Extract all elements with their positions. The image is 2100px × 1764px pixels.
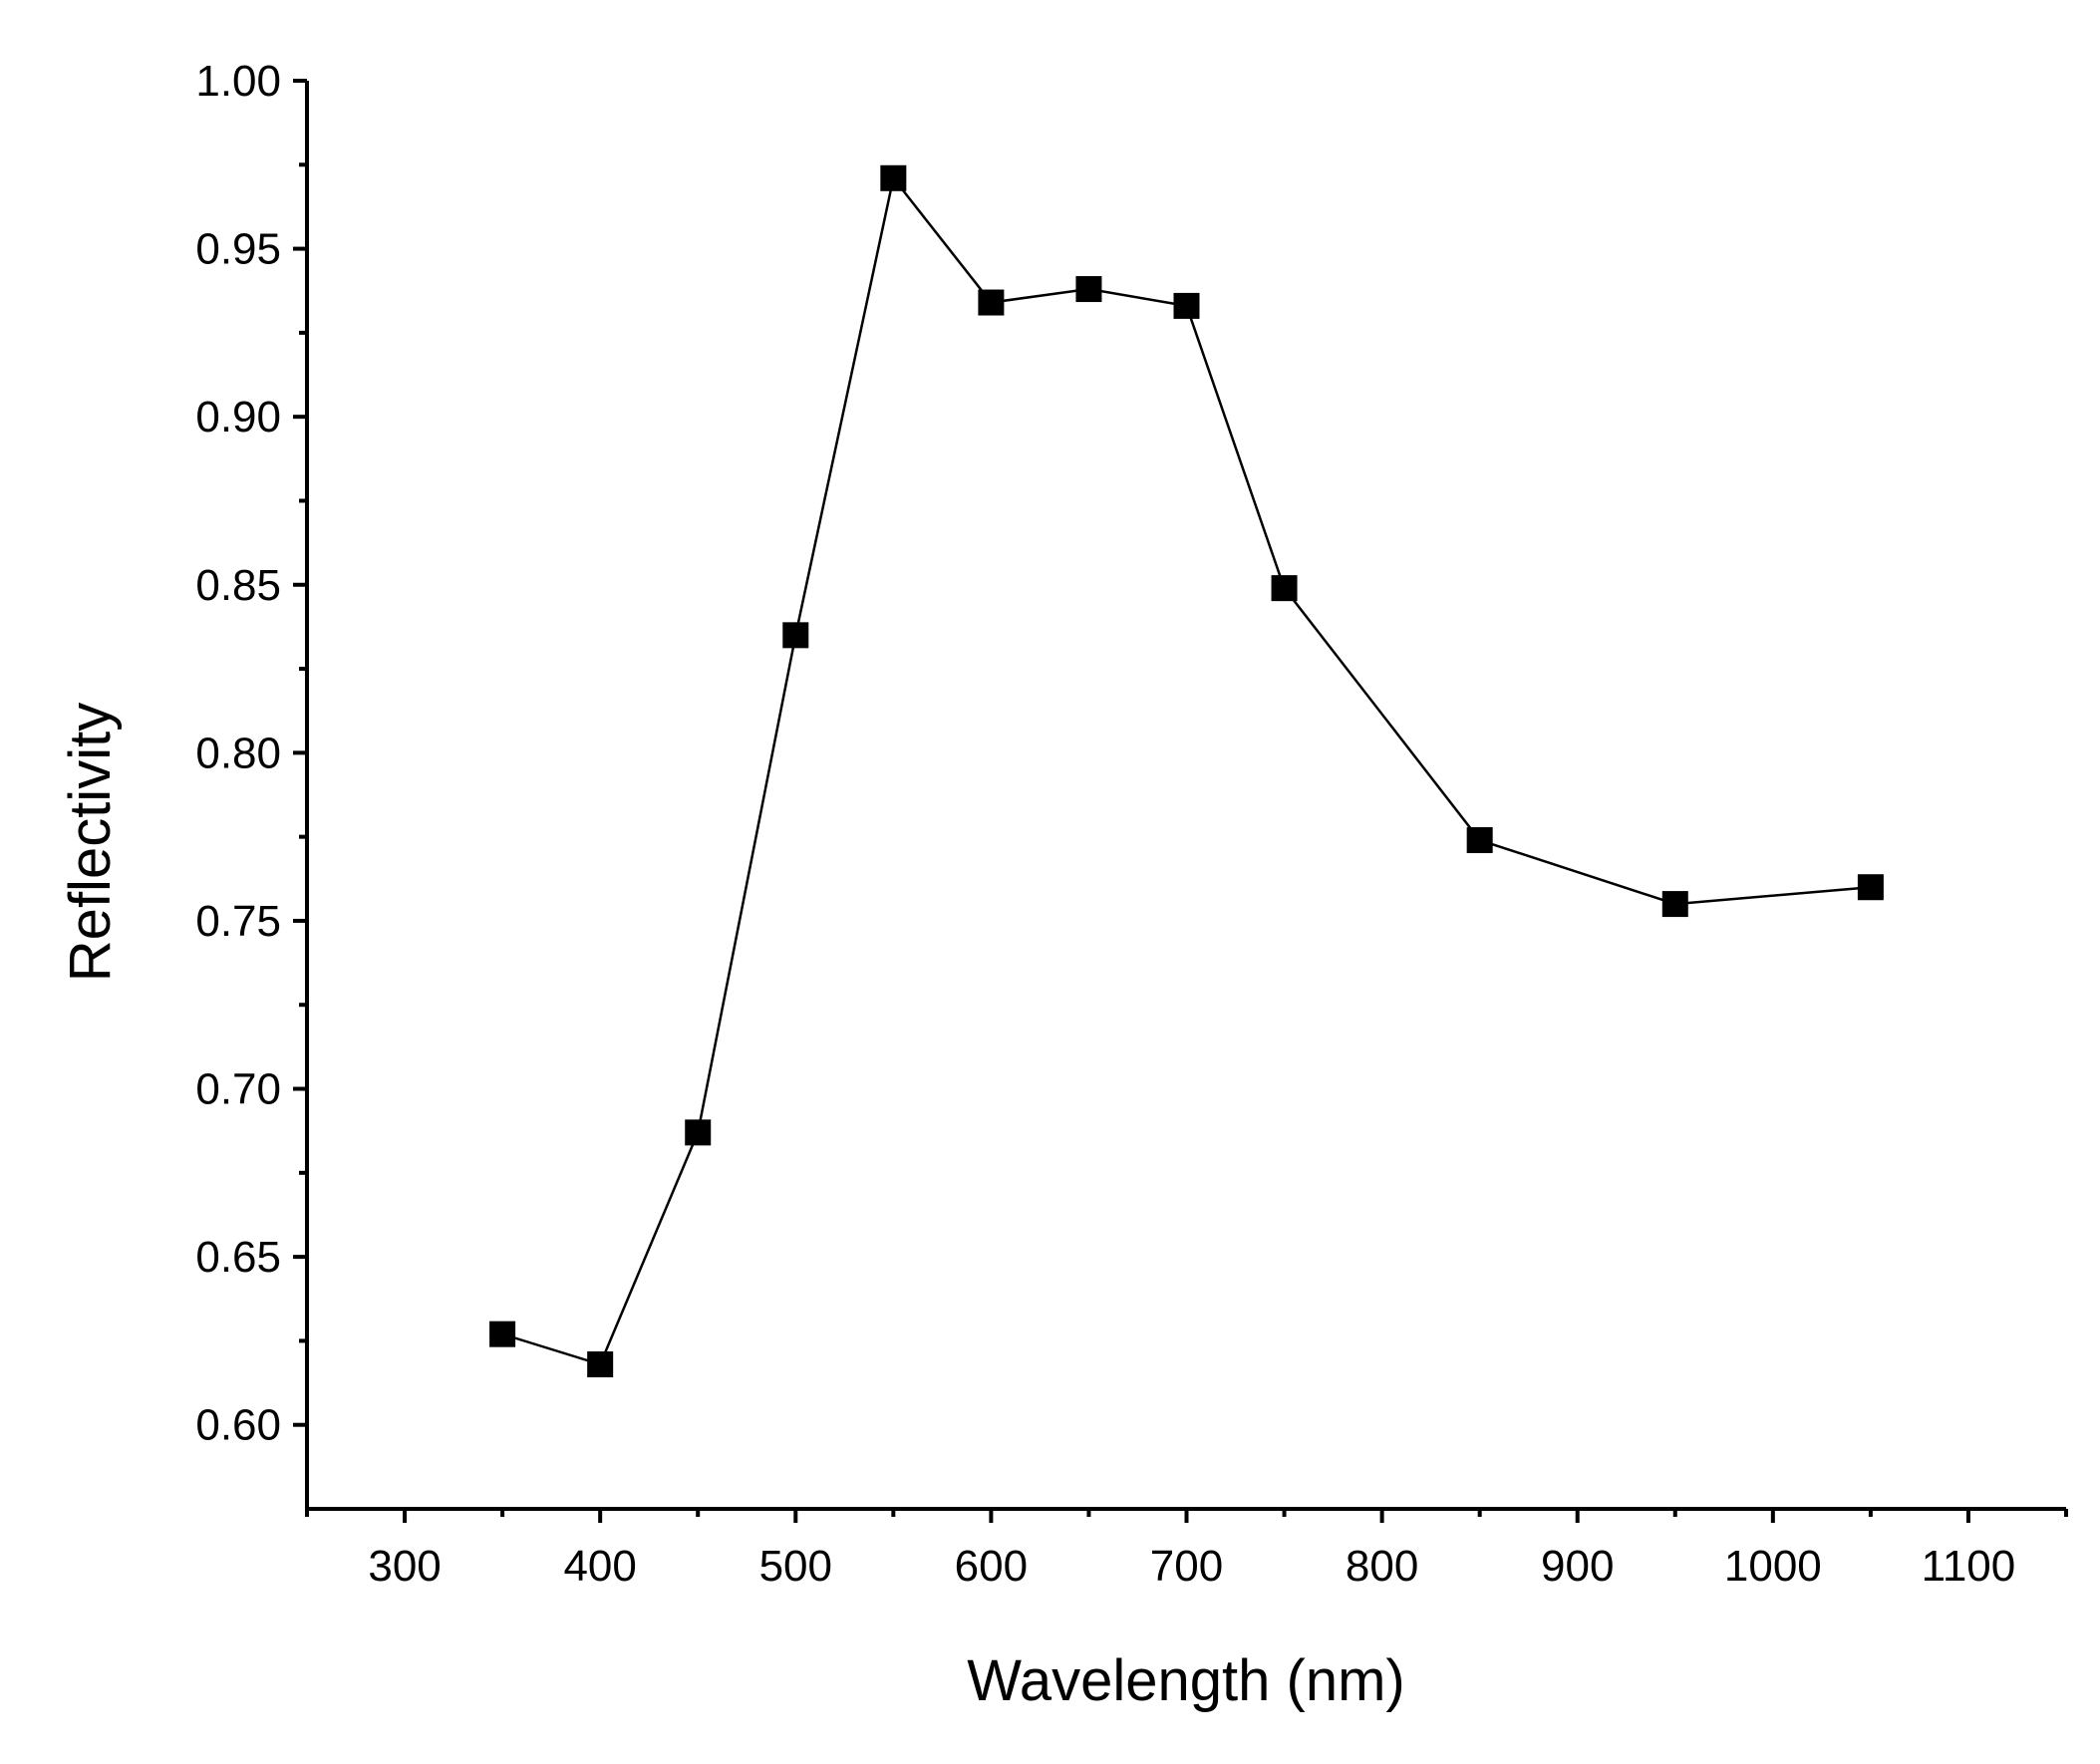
y-axis-title: Reflectivity	[58, 703, 123, 982]
x-axis-title: Wavelength (nm)	[967, 1648, 1404, 1713]
y-tick-label: 0.85	[195, 561, 281, 610]
data-point-marker	[587, 1351, 614, 1378]
y-tick-label: 0.65	[195, 1233, 281, 1282]
data-point-marker	[1271, 575, 1298, 602]
y-tick-label: 0.60	[195, 1401, 281, 1450]
series-line	[501, 174, 1871, 1366]
y-ticks: 0.60 0.65 0.70 0.75 0.80 0.85 0.90 0.95 1.00	[195, 57, 307, 1450]
y-tick-label: 0.75	[195, 897, 281, 946]
x-tick-label: 400	[563, 1542, 636, 1591]
y-tick-label: 0.95	[195, 225, 281, 274]
series-layer	[489, 164, 1884, 1378]
x-tick-label: 900	[1541, 1542, 1614, 1591]
y-tick-label: 0.90	[195, 393, 281, 441]
data-point-marker	[782, 622, 809, 649]
data-point-marker	[685, 1119, 712, 1146]
data-point-marker	[1857, 874, 1884, 901]
data-point-marker	[1466, 827, 1493, 854]
y-tick-label: 0.80	[195, 729, 281, 777]
x-ticks: 300 400 500 600 700 800 900 1000 1100	[305, 1509, 2068, 1591]
data-point-marker	[1661, 891, 1688, 918]
x-tick-label: 700	[1150, 1542, 1223, 1591]
x-tick-label: 800	[1346, 1542, 1418, 1591]
data-point-marker	[880, 164, 907, 191]
x-tick-label: 1000	[1724, 1542, 1822, 1591]
x-tick-label: 600	[955, 1542, 1028, 1591]
data-point-marker	[978, 289, 1005, 316]
data-point-marker	[1075, 276, 1102, 303]
y-tick-label: 1.00	[195, 57, 281, 106]
x-tick-label: 300	[368, 1542, 441, 1591]
x-tick-label: 500	[759, 1542, 832, 1591]
y-tick-label: 0.70	[195, 1065, 281, 1114]
x-tick-label: 1100	[1922, 1542, 2016, 1591]
data-point-marker	[489, 1321, 516, 1347]
data-point-marker	[1173, 292, 1200, 319]
